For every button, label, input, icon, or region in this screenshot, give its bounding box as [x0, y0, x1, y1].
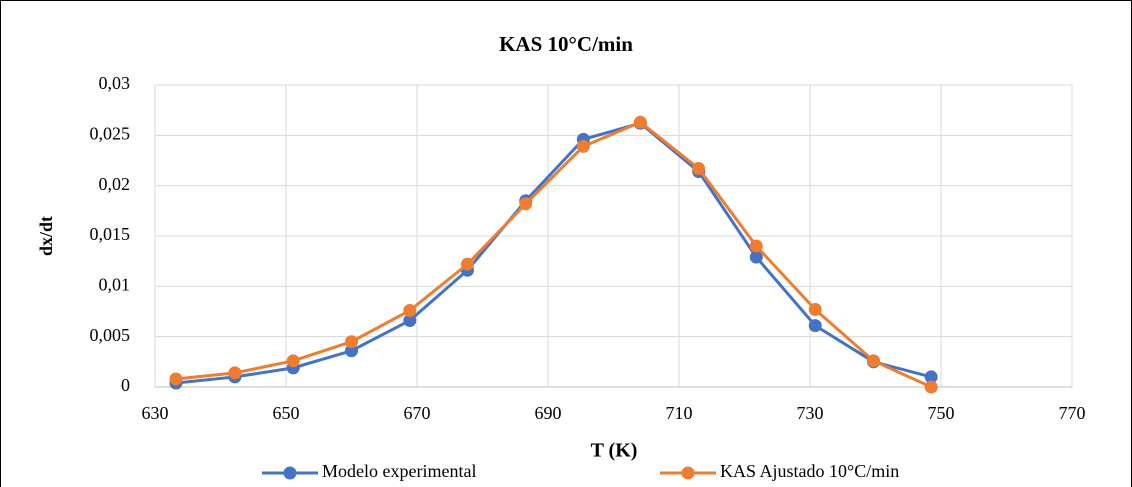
- y-tick-label: 0,02: [99, 174, 131, 194]
- y-tick-label: 0,01: [99, 274, 131, 294]
- legend-marker: [681, 466, 695, 480]
- data-point: [403, 314, 417, 328]
- x-tick-label: 730: [797, 403, 824, 423]
- data-point: [749, 239, 763, 253]
- chart-title: KAS 10°C/min: [499, 32, 633, 56]
- series-line: [175, 120, 932, 389]
- x-axis-label: T (K): [591, 440, 638, 462]
- data-point: [345, 335, 358, 349]
- data-point: [286, 354, 300, 368]
- y-axis-label: dx/dt: [36, 216, 56, 256]
- data-point: [228, 366, 242, 380]
- x-tick-label: 710: [666, 403, 693, 423]
- y-tick-label: 0,005: [90, 325, 131, 345]
- data-point: [808, 319, 822, 333]
- data-point: [692, 162, 706, 176]
- legend-marker: [283, 466, 297, 480]
- data-point: [749, 250, 763, 264]
- legend-label: Modelo experimental: [322, 461, 476, 481]
- data-point: [924, 380, 938, 394]
- y-tick-label: 0,025: [90, 123, 131, 143]
- data-point: [169, 372, 183, 386]
- x-tick-label: 670: [404, 403, 431, 423]
- x-tick-label: 630: [142, 403, 169, 423]
- data-point: [867, 354, 881, 368]
- data-point: [576, 139, 590, 153]
- data-point: [345, 344, 358, 358]
- legend-label: KAS Ajustado 10°C/min: [720, 461, 899, 481]
- y-tick-label: 0: [121, 375, 130, 395]
- data-point: [924, 370, 938, 384]
- data-point: [633, 115, 647, 129]
- series-line: [175, 121, 932, 385]
- data-point: [808, 302, 822, 316]
- data-point: [403, 303, 417, 317]
- x-tick-label: 690: [535, 403, 562, 423]
- y-tick-label: 0,015: [90, 224, 131, 244]
- y-tick-label: 0,03: [99, 73, 131, 93]
- data-point: [519, 197, 533, 211]
- x-tick-label: 770: [1059, 403, 1086, 423]
- x-tick-label: 750: [928, 403, 955, 423]
- data-point: [460, 257, 474, 271]
- x-tick-label: 650: [273, 403, 300, 423]
